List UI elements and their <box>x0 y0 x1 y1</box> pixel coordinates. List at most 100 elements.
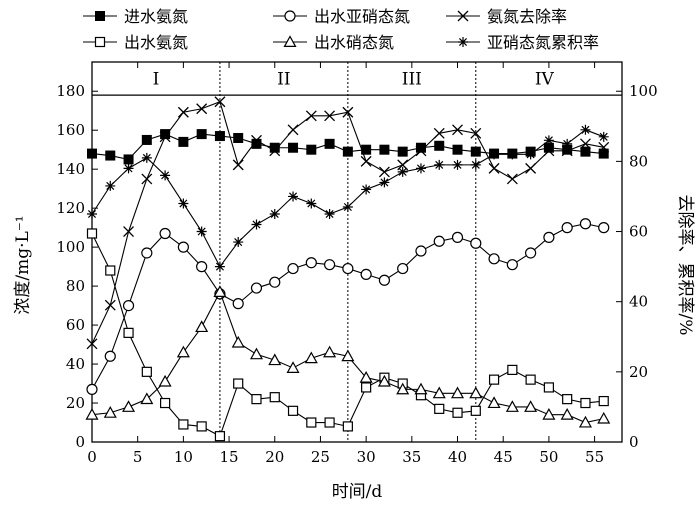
legend-label-2: 氨氮去除率 <box>487 7 567 26</box>
series-0-point-1 <box>105 150 116 161</box>
y-left-tick-label-160: 160 <box>56 121 85 139</box>
series-0-point-13-shape <box>324 138 335 149</box>
series-0-point-12-shape <box>306 144 317 155</box>
series-4-point-27-shape <box>579 138 591 150</box>
series-3-point-12 <box>304 351 318 364</box>
series-2-point-24-shape <box>525 247 537 259</box>
series-1-point-21-shape <box>470 405 481 416</box>
series-2-point-18 <box>415 245 427 257</box>
series-5-point-21-shape <box>470 159 481 170</box>
series-0-point-20 <box>452 144 463 155</box>
series-5-point-9 <box>251 219 262 230</box>
series-2-point-27-shape <box>579 218 592 230</box>
series-1-point-4-shape <box>160 397 171 409</box>
x-tick-label-10: 10 <box>174 448 193 466</box>
series-3-point-24-shape <box>524 400 538 412</box>
series-2-point-8 <box>232 298 244 310</box>
series-0-point-19-shape <box>434 140 445 151</box>
series-4-point-4 <box>159 131 171 143</box>
series-3-point-17 <box>396 382 410 395</box>
series-0-point-27 <box>580 146 591 157</box>
series-2-point-17-shape <box>397 262 409 275</box>
series-3-point-24 <box>524 400 538 412</box>
series-1-point-23-shape <box>507 364 518 375</box>
series-2-point-1-shape <box>104 350 116 362</box>
series-3-point-18-shape <box>414 382 428 395</box>
series-4-point-25-shape <box>543 145 555 157</box>
series-3-point-5-shape <box>176 345 190 358</box>
series-1-point-25 <box>543 382 554 393</box>
series-4-point-20-shape <box>452 124 463 136</box>
y-left-tick-label-140: 140 <box>56 160 85 178</box>
series-3-point-27 <box>578 415 592 428</box>
y-left-tick-label-40: 40 <box>66 355 85 373</box>
series-0-point-3-shape <box>141 134 152 145</box>
legend-label-3: 出水氨氮 <box>124 33 188 52</box>
series-5-point-8 <box>233 237 244 248</box>
series-2-point-5-shape <box>177 241 189 253</box>
series-3-point-5 <box>176 345 190 358</box>
series-1-point-6-shape <box>196 421 207 432</box>
series-4-point-22 <box>488 162 500 174</box>
series-4-point-7 <box>214 96 226 108</box>
series-4-point-1 <box>104 299 116 311</box>
series-4-point-19 <box>433 127 445 139</box>
series-2-point-4-shape <box>159 227 171 240</box>
series-4-point-8 <box>232 159 244 171</box>
series-0-point-14-shape <box>342 146 353 157</box>
series-5-point-20-shape <box>452 159 463 170</box>
series-5-point-9-shape <box>251 219 262 230</box>
y-left-tick-label-60: 60 <box>66 316 85 334</box>
series-1-point-0-shape <box>86 228 98 239</box>
series-5-point-2 <box>123 163 134 174</box>
series-3-point-2 <box>122 400 136 412</box>
series-1-point-12 <box>306 417 317 428</box>
series-2-point-6-shape <box>196 261 208 273</box>
series-3-point-23-shape <box>505 400 519 412</box>
series-1-point-24-shape <box>525 374 536 385</box>
legend-marker-2 <box>457 10 469 22</box>
series-2-point-3-shape <box>141 247 153 259</box>
series-5-point-28-shape <box>598 131 609 142</box>
series-4-point-23 <box>506 173 518 185</box>
series-2-point-0-shape <box>86 383 98 395</box>
legend-item-2: 氨氮去除率 <box>446 7 567 26</box>
series-2-point-19-shape <box>433 235 445 247</box>
series-5-point-18-shape <box>415 163 426 174</box>
series-1-point-3-shape <box>141 366 152 377</box>
series-2-point-16 <box>378 274 391 286</box>
x-tick-label-20: 20 <box>265 448 284 466</box>
series-5-point-21 <box>470 159 481 170</box>
series-5-point-26-shape <box>562 138 573 149</box>
series-5-point-19-shape <box>434 159 445 170</box>
series-1-point-24 <box>525 374 536 385</box>
x-tick-label-55: 55 <box>585 448 604 466</box>
series-3-point-7 <box>213 285 227 297</box>
series-5-point-5 <box>178 198 189 209</box>
series-3-point-17-shape <box>396 382 410 395</box>
series-2-point-22-shape <box>488 253 500 265</box>
legend-label-4: 出水硝态氮 <box>314 33 394 52</box>
series-5-point-8-shape <box>233 237 244 248</box>
legend-item-1: 出水亚硝态氮 <box>273 7 410 26</box>
series-2-point-26-shape <box>561 222 573 234</box>
series-3-point-21 <box>469 386 483 399</box>
y-right-tick-label-20: 20 <box>629 363 648 381</box>
series-5-point-25 <box>543 135 554 146</box>
legend-marker-4-shape <box>283 35 297 48</box>
series-5-point-23-shape <box>507 149 518 160</box>
y-left-axis-title: 浓度/mg·L⁻¹ <box>13 215 33 314</box>
series-2-point-3 <box>141 247 153 259</box>
series-2-point-20-shape <box>451 231 464 243</box>
series-1-point-5 <box>178 419 189 430</box>
series-5-point-18 <box>415 163 426 174</box>
series-0-point-21-shape <box>470 146 481 157</box>
series-1-point-15-shape <box>361 382 372 393</box>
series-0-point-5 <box>178 136 189 147</box>
series-3-point-0-shape <box>85 407 99 420</box>
series-4-point-7-shape <box>214 96 226 108</box>
series-3-point-26-shape <box>560 407 574 420</box>
series-0-point-14 <box>342 146 353 157</box>
series-3-point-0 <box>85 407 99 420</box>
series-3-point-1 <box>103 406 117 418</box>
